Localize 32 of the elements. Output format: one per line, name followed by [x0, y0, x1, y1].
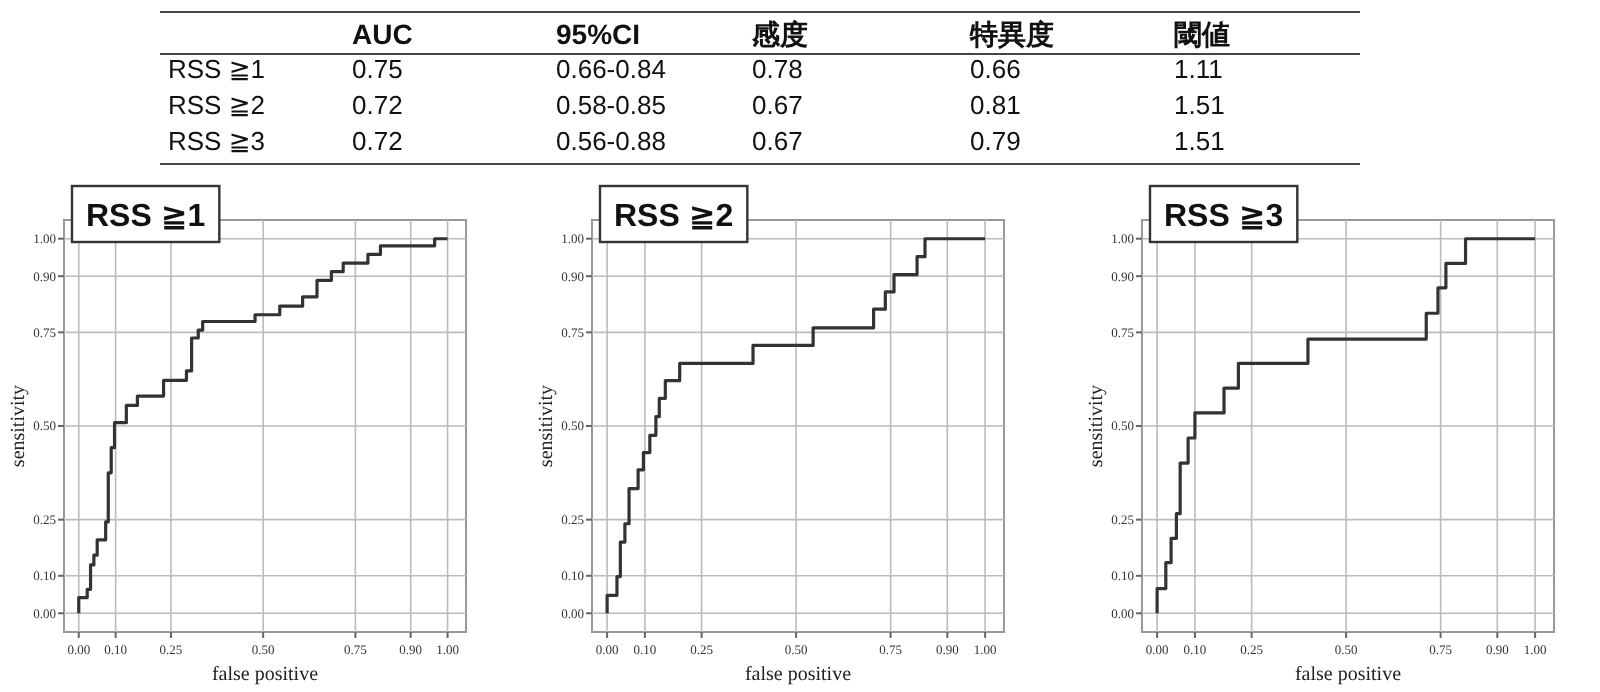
- x-axis-title: false positive: [744, 664, 853, 686]
- category-label: 特異度: [968, 18, 1054, 50]
- y-axis-title: sensitivity: [536, 384, 558, 468]
- category-label: RSS ≧2: [168, 90, 265, 120]
- text: 0.66: [970, 54, 1021, 84]
- text: 0.81: [970, 90, 1021, 120]
- text: 0.72: [352, 90, 403, 120]
- x-axis-title: false positive: [1294, 664, 1403, 686]
- text: 0.56-0.88: [556, 126, 666, 156]
- x-axis-title: false positive: [211, 664, 320, 686]
- y-axis-title: sensitivity: [8, 384, 30, 468]
- y-axis-title: sensitivity: [1086, 384, 1108, 468]
- category-label: 閾値: [1174, 18, 1230, 50]
- text: 0.67: [752, 126, 803, 156]
- text: 0.58-0.85: [556, 90, 666, 120]
- text: 1.51: [1174, 90, 1225, 120]
- chart-title: RSS ≧1: [86, 200, 206, 234]
- text: 0.67: [752, 90, 803, 120]
- category-label: RSS ≧3: [168, 126, 265, 156]
- chart-title: RSS ≧2: [614, 200, 734, 234]
- text: 0.75: [352, 54, 403, 84]
- text: 0.79: [970, 126, 1021, 156]
- text: 1.11: [1174, 54, 1223, 84]
- category-label: 感度: [750, 18, 808, 50]
- text: 0.66-0.84: [556, 54, 666, 84]
- chart-title: RSS ≧3: [1164, 200, 1284, 234]
- text: 0.78: [752, 54, 803, 84]
- text: 0.72: [352, 126, 403, 156]
- category-label: AUC: [352, 18, 413, 50]
- category-label: 95%CI: [556, 18, 641, 50]
- text: 1.51: [1174, 126, 1225, 156]
- category-label: RSS ≧1: [168, 54, 265, 84]
